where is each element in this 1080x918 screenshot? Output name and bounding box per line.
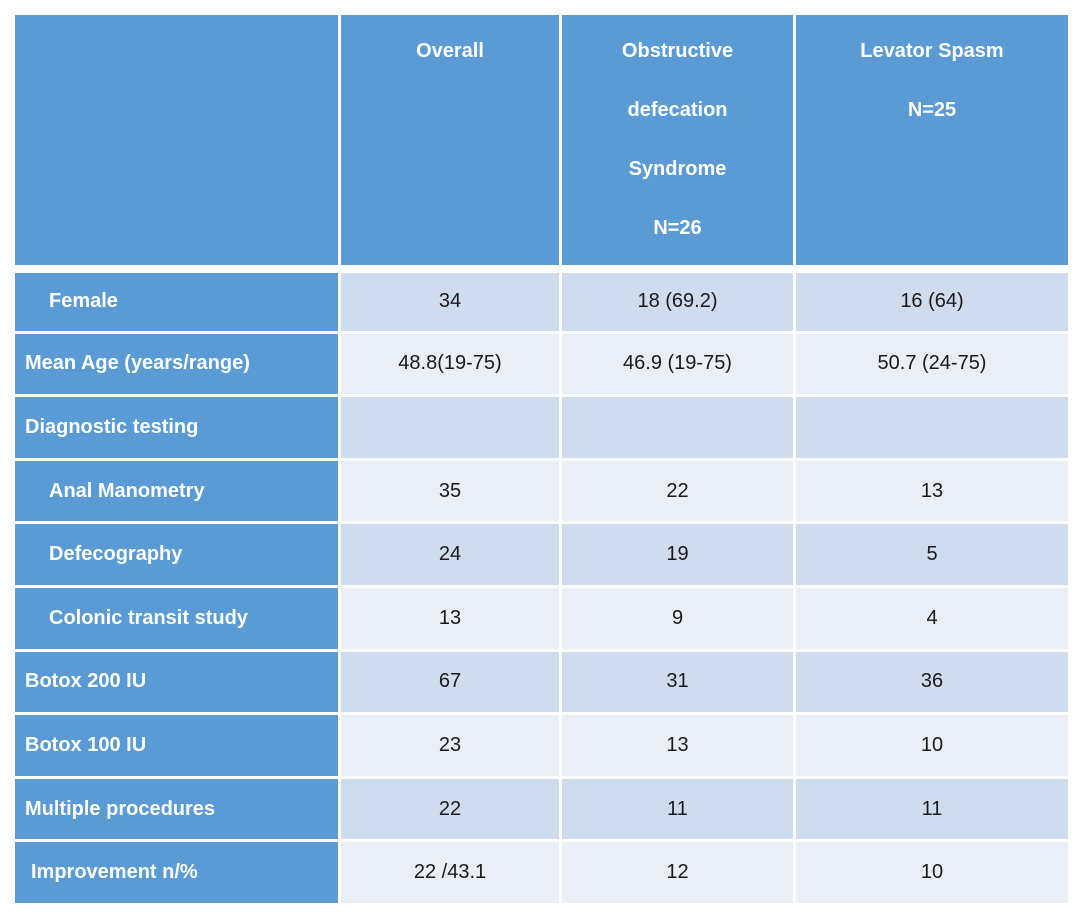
header-line: Obstructive bbox=[621, 40, 734, 62]
header-obstructive-defecation-syndrome: Obstructive defecation Syndrome N=26 bbox=[559, 12, 796, 270]
header-overall: Overall bbox=[338, 12, 562, 270]
header-line: Overall bbox=[416, 40, 484, 62]
cell-value: 36 bbox=[793, 648, 1071, 716]
table-row: Botox 200 IU 67 31 36 bbox=[12, 648, 1071, 716]
table-row: Mean Age (years/range) 48.8(19-75) 46.9 (1… bbox=[12, 330, 1071, 398]
header-line: defecation bbox=[627, 99, 728, 121]
table-row: Diagnostic testing bbox=[12, 394, 1071, 461]
table-row: Female 34 18 (69.2) 16 (64) bbox=[12, 264, 1071, 334]
table-body: Female 34 18 (69.2) 16 (64) Mean Age (years/… bbox=[12, 264, 1071, 906]
cell-value: 19 bbox=[559, 521, 796, 588]
cell-value: 13 bbox=[559, 712, 796, 779]
cell-value: 35 bbox=[338, 457, 562, 525]
row-label: Diagnostic testing bbox=[12, 394, 341, 461]
row-label: Colonic transit study bbox=[12, 584, 341, 652]
cell-value: 13 bbox=[338, 584, 562, 652]
header-levator-spasm: Levator Spasm N=25 bbox=[793, 12, 1071, 270]
cell-value bbox=[793, 394, 1071, 461]
cell-value: 9 bbox=[559, 584, 796, 652]
cell-value: 23 bbox=[338, 712, 562, 779]
patient-characteristics-table: Overall Obstructive defecation Syndrome … bbox=[12, 12, 1071, 906]
cell-value: 18 (69.2) bbox=[559, 264, 796, 334]
cell-value: 46.9 (19-75) bbox=[559, 330, 796, 398]
table-row: Colonic transit study 13 9 4 bbox=[12, 584, 1071, 652]
cell-value: 11 bbox=[793, 775, 1071, 843]
cell-value: 11 bbox=[559, 775, 796, 843]
header-row: Overall Obstructive defecation Syndrome … bbox=[12, 12, 1071, 270]
cell-value: 34 bbox=[338, 264, 562, 334]
cell-value: 48.8(19-75) bbox=[338, 330, 562, 398]
cell-value: 24 bbox=[338, 521, 562, 588]
cell-value: 67 bbox=[338, 648, 562, 716]
row-label: Mean Age (years/range) bbox=[12, 330, 341, 398]
row-label: Anal Manometry bbox=[12, 457, 341, 525]
table-row: Multiple procedures 22 11 11 bbox=[12, 775, 1071, 843]
cell-value: 4 bbox=[793, 584, 1071, 652]
header-line: Levator Spasm bbox=[860, 40, 1004, 62]
header-line: N=26 bbox=[653, 217, 702, 239]
table-row: Anal Manometry 35 22 13 bbox=[12, 457, 1071, 525]
cell-value bbox=[559, 394, 796, 461]
row-label: Female bbox=[12, 264, 341, 334]
cell-value: 5 bbox=[793, 521, 1071, 588]
cell-value: 10 bbox=[793, 839, 1071, 906]
row-label: Defecography bbox=[12, 521, 341, 588]
cell-value: 13 bbox=[793, 457, 1071, 525]
header-line: Syndrome bbox=[628, 158, 727, 180]
cell-value bbox=[338, 394, 562, 461]
cell-value: 12 bbox=[559, 839, 796, 906]
row-label: Botox 200 IU bbox=[12, 648, 341, 716]
header-line: N=25 bbox=[907, 99, 957, 121]
table-row: Improvement n/% 22 /43.1 12 10 bbox=[12, 839, 1071, 906]
data-table-container: Overall Obstructive defecation Syndrome … bbox=[12, 12, 1071, 906]
header-corner-cell bbox=[12, 12, 341, 270]
table-row: Defecography 24 19 5 bbox=[12, 521, 1071, 588]
cell-value: 50.7 (24-75) bbox=[793, 330, 1071, 398]
row-label: Improvement n/% bbox=[12, 839, 341, 906]
cell-value: 31 bbox=[559, 648, 796, 716]
table-row: Botox 100 IU 23 13 10 bbox=[12, 712, 1071, 779]
row-label: Botox 100 IU bbox=[12, 712, 341, 779]
cell-value: 10 bbox=[793, 712, 1071, 779]
cell-value: 22 bbox=[559, 457, 796, 525]
cell-value: 22 /43.1 bbox=[338, 839, 562, 906]
row-label: Multiple procedures bbox=[12, 775, 341, 843]
cell-value: 22 bbox=[338, 775, 562, 843]
cell-value: 16 (64) bbox=[793, 264, 1071, 334]
